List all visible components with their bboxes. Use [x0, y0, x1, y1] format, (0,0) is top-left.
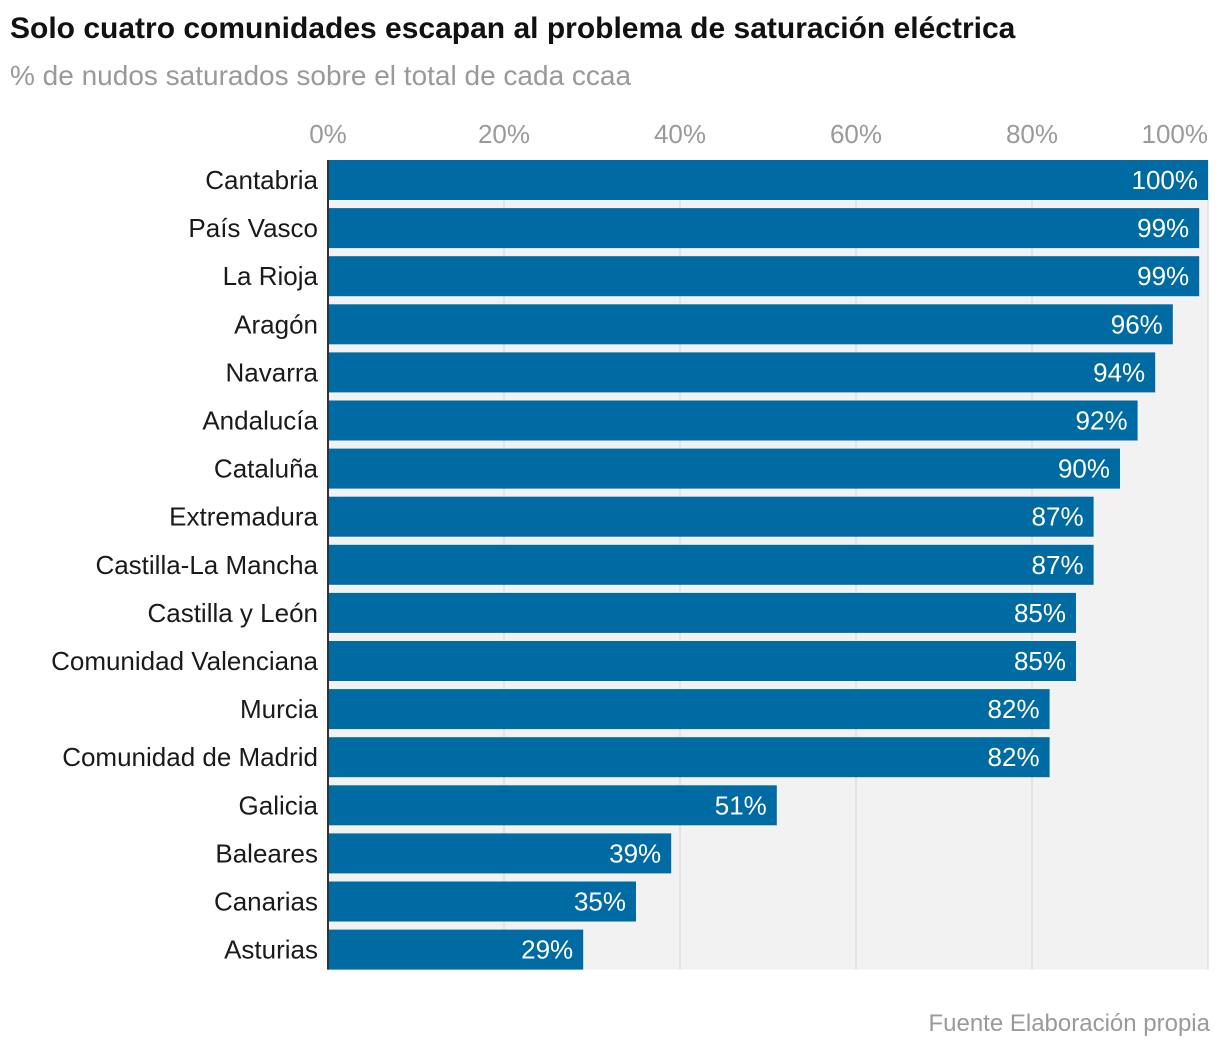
bar [328, 737, 1050, 778]
bar [328, 448, 1120, 489]
category-label: Extremadura [169, 502, 318, 532]
value-label: 96% [1111, 309, 1163, 339]
bar [328, 304, 1173, 345]
category-label: Murcia [240, 694, 319, 724]
category-label: Navarra [226, 357, 319, 387]
value-label: 87% [1032, 502, 1084, 532]
category-label: Comunidad Valenciana [51, 646, 318, 676]
value-label: 99% [1137, 213, 1189, 243]
x-tick-label: 20% [478, 119, 530, 149]
value-label: 87% [1032, 550, 1084, 580]
category-label: Canarias [214, 887, 318, 917]
bar [328, 592, 1076, 633]
value-label: 82% [988, 742, 1040, 772]
category-label: Cataluña [214, 454, 319, 484]
bar [328, 400, 1138, 441]
category-label: Castilla y León [147, 598, 318, 628]
chart-source: Fuente Elaboración propia [928, 1010, 1210, 1037]
value-label: 39% [609, 838, 661, 868]
x-tick-label: 80% [1006, 119, 1058, 149]
value-label: 85% [1014, 598, 1066, 628]
bar [328, 689, 1050, 730]
category-label: Comunidad de Madrid [62, 742, 318, 772]
bar [328, 544, 1094, 585]
chart-title: Solo cuatro comunidades escapan al probl… [10, 12, 1016, 45]
bar [328, 352, 1156, 393]
value-label: 82% [988, 694, 1040, 724]
value-label: 29% [521, 935, 573, 965]
x-tick-label: 40% [654, 119, 706, 149]
value-labels: 100% 99% 99% 96% 94% 92% 90% 87% 87% 85% 85% 82% 82%… [327, 160, 1199, 970]
bar [328, 496, 1094, 537]
chart-subtitle: % de nudos saturados sobre el total de c… [10, 60, 632, 91]
bars [328, 160, 1208, 970]
value-label: 90% [1058, 454, 1110, 484]
x-tick-label: 0% [309, 119, 347, 149]
x-axis-ticks: 0% 20% 40% 60% 80% 100% [309, 119, 1208, 149]
bar [328, 208, 1200, 249]
x-tick-label: 100% [1142, 119, 1209, 149]
bar [328, 881, 636, 922]
value-label: 94% [1093, 357, 1145, 387]
value-label: 51% [715, 790, 767, 820]
value-label: 85% [1014, 646, 1066, 676]
category-label: Cantabria [205, 165, 318, 195]
category-label: Baleares [215, 838, 318, 868]
bar [328, 256, 1200, 297]
category-label: Asturias [224, 935, 318, 965]
bar [328, 833, 672, 874]
category-label: Galicia [239, 790, 319, 820]
x-tick-label: 60% [830, 119, 882, 149]
bar [328, 160, 1208, 200]
value-label: 92% [1076, 406, 1128, 436]
value-label: 100% [1132, 165, 1199, 195]
value-label: 35% [574, 887, 626, 917]
bar [328, 785, 777, 826]
bar [328, 641, 1076, 681]
category-label: Aragón [234, 309, 318, 339]
category-label: Andalucía [202, 406, 318, 436]
value-label: 99% [1137, 261, 1189, 291]
category-labels: Cantabria País Vasco La Rioja Aragón Navarra… [51, 165, 318, 965]
category-label: La Rioja [223, 261, 319, 291]
category-label: País Vasco [188, 213, 318, 243]
bar [328, 929, 584, 970]
category-label: Castilla-La Mancha [95, 550, 318, 580]
